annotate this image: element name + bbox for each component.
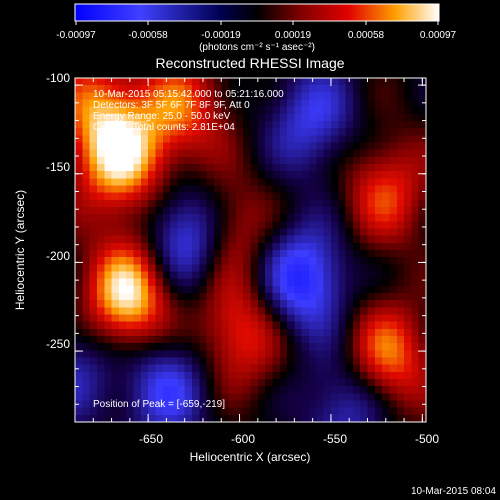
x-tick-label-3: -500	[415, 432, 439, 446]
annotation-detectors: Detectors: 3F 5F 6F 7F 8F 9F, Att 0	[93, 100, 250, 111]
x-axis-label: Heliocentric X (arcsec)	[190, 450, 311, 464]
x-tick-label-2: -550	[323, 432, 347, 446]
x-tick-label-0: -650	[139, 432, 163, 446]
y-tick-label-3: -250	[46, 337, 70, 351]
plot-timestamp: 10-Mar-2015 08:04	[411, 486, 496, 497]
colorbar-unit-label: (photons cm⁻² s⁻¹ asec⁻²)	[199, 42, 315, 53]
plot-frame	[74, 77, 427, 423]
chart-title: Reconstructed RHESSI Image	[155, 55, 344, 71]
colorbar-tick-label-2: -0.00019	[201, 30, 241, 41]
colorbar-tick-label-1: -0.00058	[128, 30, 168, 41]
colorbar-tick-label-3: 0.00019	[275, 30, 312, 41]
colorbar-tick-label-0: -0.00097	[56, 30, 96, 41]
annotation-energy-range: Energy Range: 25.0 - 50.0 keV	[93, 111, 231, 122]
annotation-peak-position: Position of Peak = [-659,-219]	[93, 399, 225, 410]
y-tick-label-2: -200	[46, 249, 70, 263]
y-axis-label: Heliocentric Y (arcsec)	[13, 190, 27, 310]
colorbar-tick-label-5: 0.00097	[420, 30, 457, 41]
heatmap-image	[75, 78, 426, 422]
colorbar	[74, 3, 440, 22]
y-tick-label-0: -100	[46, 71, 70, 85]
annotation-time-range: 10-Mar-2015 05:15:42.000 to 05:21:16.000	[93, 89, 284, 100]
annotation-clean-counts: Clean Total counts: 2.81E+04	[93, 122, 235, 133]
colorbar-ticks	[75, 21, 439, 25]
y-tick-label-1: -150	[46, 160, 70, 174]
colorbar-tick-label-4: 0.00058	[348, 30, 385, 41]
x-tick-label-1: -600	[231, 432, 255, 446]
axes	[75, 78, 426, 423]
